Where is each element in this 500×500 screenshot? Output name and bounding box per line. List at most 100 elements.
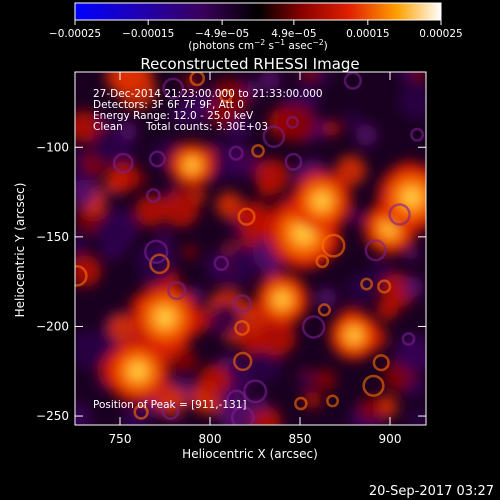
ring-artifact: [219, 88, 233, 103]
heat-cell: [349, 210, 364, 225]
bright-region-peak: [346, 328, 362, 343]
heat-cell: [170, 107, 186, 124]
ring-artifact: [167, 281, 187, 301]
heat-cell: [162, 189, 200, 228]
heat-cell: [324, 120, 341, 137]
heat-cell: [347, 275, 375, 303]
heat-cell: [245, 347, 282, 384]
heat-cell: [75, 231, 88, 257]
y-axis-ticks: −100 −150 −200 −250: [36, 140, 426, 423]
ring-artifact: [360, 277, 374, 291]
annotation-total-counts: Total counts: 3.30E+03: [145, 121, 268, 133]
y-tick-label: −100: [36, 140, 69, 154]
ring-artifact: [149, 253, 170, 275]
ring-artifact: [321, 233, 346, 258]
x-tick-label: 800: [199, 432, 222, 446]
x-tick-label: 900: [379, 432, 402, 446]
ring-artifact: [410, 127, 425, 142]
heat-cell: [304, 391, 322, 409]
ring-artifact: [237, 207, 256, 226]
ring-artifact: [388, 203, 411, 226]
heatmap-image: [75, 72, 426, 425]
ring-artifact: [226, 389, 247, 410]
ring-artifact: [233, 351, 253, 372]
ring-artifact: [372, 354, 390, 372]
heat-cell: [398, 83, 426, 119]
bright-region-peak: [128, 361, 148, 381]
x-axis-label: Heliocentric X (arcsec): [182, 447, 318, 461]
x-tick-label: 750: [109, 432, 132, 446]
heat-cell: [94, 215, 128, 249]
colorbar-ticks: −0.00025 −0.00015 −4.9e−05 4.9e−05 0.00015 0.…: [49, 20, 463, 40]
colorbar-tick-label: −4.9e−05: [195, 28, 249, 40]
plot-frame: [74, 71, 427, 426]
ring-artifact: [362, 374, 385, 397]
annotations: 27-Dec-2014 21:23:00.000 to 21:33:00.000…: [93, 88, 323, 411]
ring-artifact: [377, 279, 392, 294]
ring-artifact: [284, 152, 303, 171]
heat-cell: [224, 245, 256, 277]
ring-artifact: [161, 402, 180, 420]
ring-artifact: [317, 303, 331, 317]
heat-cell: [178, 93, 210, 125]
footer-timestamp: 20-Sep-2017 03:27: [369, 484, 494, 499]
bright-region-peak: [185, 158, 199, 172]
y-tick-label: −150: [36, 230, 69, 244]
ring-artifact: [262, 125, 286, 148]
heat-cell: [376, 298, 399, 321]
heat-cell: [207, 98, 237, 127]
heat-cell: [301, 72, 319, 82]
colorbar: −0.00025 −0.00015 −4.9e−05 4.9e−05 0.00015 0.…: [49, 2, 463, 52]
heat-cell: [259, 72, 281, 92]
ring-artifact: [243, 379, 268, 404]
heat-cell: [251, 406, 282, 425]
heat-cell: [258, 318, 296, 357]
heat-cell: [215, 191, 243, 219]
ring-artifact: [401, 332, 416, 346]
ring-artifact: [162, 77, 185, 100]
heat-cell: [254, 158, 290, 194]
colorbar-tick-label: 0.00025: [419, 28, 462, 40]
ring-artifact: [315, 254, 330, 269]
bright-region-peak: [401, 187, 422, 208]
heat-cell: [208, 302, 243, 337]
heat-cell: [405, 378, 425, 397]
heat-cell: [344, 111, 361, 129]
ring-artifact: [189, 72, 205, 87]
heat-cell: [91, 129, 127, 165]
annotation-detectors: Detectors: 3F 6F 7F 9F, Att 0: [93, 99, 244, 111]
ring-artifact: [251, 144, 265, 158]
heat-cell: [75, 179, 98, 208]
ring-artifact: [143, 239, 169, 264]
heat-cell: [408, 409, 426, 425]
heat-cell: [314, 368, 337, 391]
bright-region-peak: [155, 307, 175, 328]
x-axis-ticks: 750 800 850 900: [109, 72, 402, 446]
ring-artifact: [228, 145, 244, 161]
heat-cell: [75, 330, 111, 370]
colorbar-tick-label: 4.9e−05: [271, 28, 316, 40]
ring-artifact: [145, 188, 161, 204]
annotation-peak: Position of Peak = [911,-131]: [93, 399, 247, 411]
heat-cell: [182, 245, 198, 260]
heat-cell: [296, 371, 315, 390]
y-tick-label: −250: [36, 409, 69, 423]
heat-cell: [367, 262, 388, 284]
bright-region-peak: [274, 291, 290, 308]
ring-artifact: [301, 315, 326, 339]
chart-title: Reconstructed RHESSI Image: [140, 55, 359, 73]
ring-artifact: [133, 404, 149, 420]
heat-cell: [172, 418, 185, 425]
ring-artifact: [232, 294, 252, 313]
heat-cell: [401, 276, 424, 298]
ring-artifact: [112, 152, 134, 174]
heat-cell: [172, 347, 198, 373]
ring-artifact: [364, 239, 387, 262]
ring-artifact: [234, 320, 250, 336]
colorbar-tick-label: −0.00015: [122, 28, 174, 40]
heat-cell: [198, 364, 231, 397]
heat-cell: [75, 255, 102, 287]
heat-cell: [405, 247, 419, 261]
ring-artifact: [213, 255, 230, 271]
